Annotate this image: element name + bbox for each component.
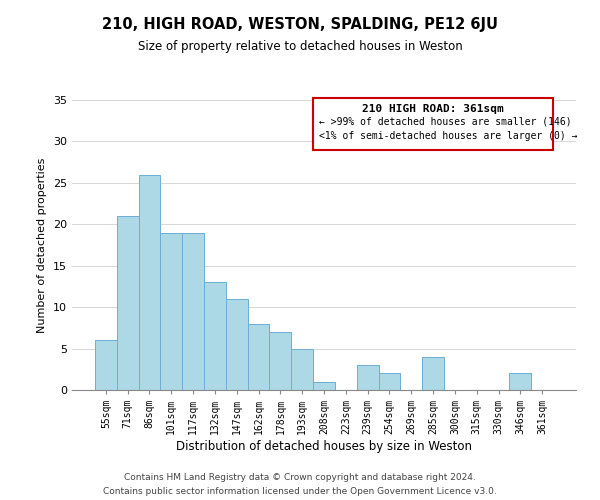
Bar xyxy=(204,282,226,390)
Text: Contains public sector information licensed under the Open Government Licence v3: Contains public sector information licen… xyxy=(103,486,497,496)
Text: Size of property relative to detached houses in Weston: Size of property relative to detached ho… xyxy=(137,40,463,53)
Bar xyxy=(379,374,400,390)
Bar xyxy=(291,348,313,390)
Y-axis label: Number of detached properties: Number of detached properties xyxy=(37,158,47,332)
Text: ← >99% of detached houses are smaller (146): ← >99% of detached houses are smaller (1… xyxy=(319,116,571,126)
Bar xyxy=(269,332,291,390)
Bar xyxy=(226,299,248,390)
Bar xyxy=(422,357,444,390)
Bar xyxy=(248,324,269,390)
Bar xyxy=(139,174,160,390)
X-axis label: Distribution of detached houses by size in Weston: Distribution of detached houses by size … xyxy=(176,440,472,453)
Bar xyxy=(95,340,117,390)
Bar xyxy=(357,365,379,390)
Bar xyxy=(117,216,139,390)
Bar xyxy=(509,374,531,390)
Bar xyxy=(313,382,335,390)
Bar xyxy=(313,98,553,150)
Text: Contains HM Land Registry data © Crown copyright and database right 2024.: Contains HM Land Registry data © Crown c… xyxy=(124,473,476,482)
Text: 210 HIGH ROAD: 361sqm: 210 HIGH ROAD: 361sqm xyxy=(362,104,504,114)
Bar xyxy=(182,232,204,390)
Text: 210, HIGH ROAD, WESTON, SPALDING, PE12 6JU: 210, HIGH ROAD, WESTON, SPALDING, PE12 6… xyxy=(102,18,498,32)
Text: <1% of semi-detached houses are larger (0) →: <1% of semi-detached houses are larger (… xyxy=(319,132,577,141)
Bar xyxy=(160,232,182,390)
